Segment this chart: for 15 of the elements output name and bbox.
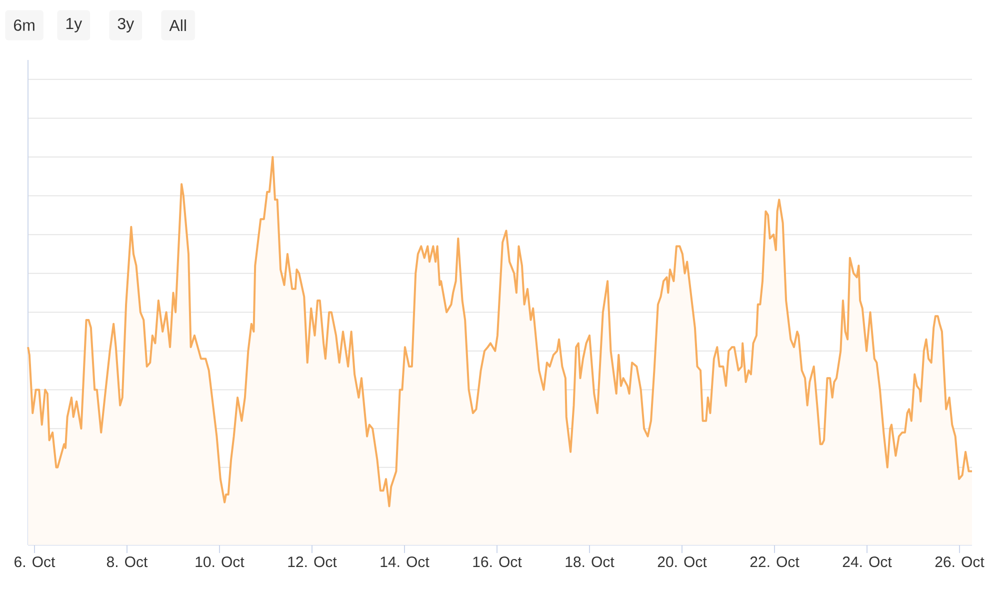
- x-tick-label: 18. Oct: [566, 556, 614, 568]
- x-tick-label: 16. Oct: [473, 556, 522, 568]
- x-tick-label: 20. Oct: [658, 556, 707, 568]
- x-tick-label: 22. Oct: [750, 556, 800, 568]
- x-tick-label: 24. Oct: [842, 556, 892, 568]
- text: All: [169, 19, 186, 31]
- x-tick-label: 12. Oct: [288, 556, 337, 568]
- x-tick-label: 26. Oct: [935, 556, 984, 568]
- x-tick-label: 8. Oct: [106, 556, 148, 568]
- x-tick-label: 14. Oct: [380, 556, 430, 568]
- x-tick-label: 6. Oct: [14, 556, 56, 568]
- x-tick-label: 10. Oct: [196, 556, 244, 568]
- text: 1y: [66, 18, 82, 32]
- text: 3y: [118, 18, 134, 32]
- text: 6m: [14, 20, 34, 31]
